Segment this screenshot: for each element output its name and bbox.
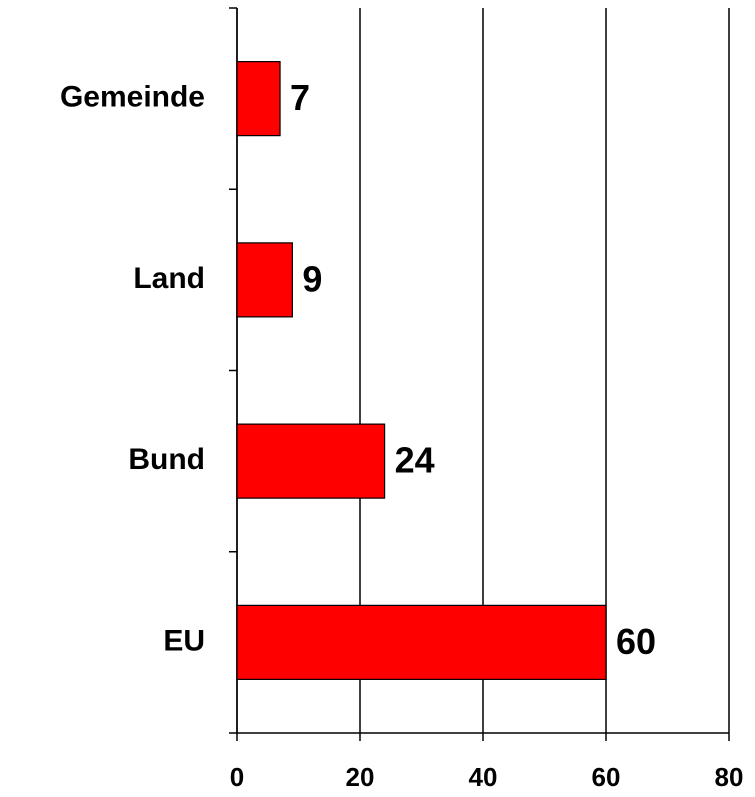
y-tick-label: Gemeinde bbox=[60, 81, 205, 114]
x-tick-label: 0 bbox=[230, 762, 244, 792]
bar bbox=[236, 604, 607, 680]
value-label: 24 bbox=[395, 440, 435, 481]
x-tick-label: 60 bbox=[592, 762, 621, 792]
bar bbox=[236, 423, 386, 499]
value-label: 60 bbox=[616, 621, 656, 662]
y-tick-label: EU bbox=[163, 624, 205, 657]
bar bbox=[236, 242, 293, 318]
value-label: 9 bbox=[302, 258, 322, 299]
x-tick-label: 80 bbox=[715, 762, 744, 792]
x-tick-label: 40 bbox=[469, 762, 498, 792]
bar bbox=[236, 61, 281, 137]
value-label: 7 bbox=[290, 77, 310, 118]
y-tick-label: Land bbox=[133, 262, 205, 295]
x-tick-label: 20 bbox=[346, 762, 375, 792]
y-tick-label: Bund bbox=[128, 443, 205, 476]
